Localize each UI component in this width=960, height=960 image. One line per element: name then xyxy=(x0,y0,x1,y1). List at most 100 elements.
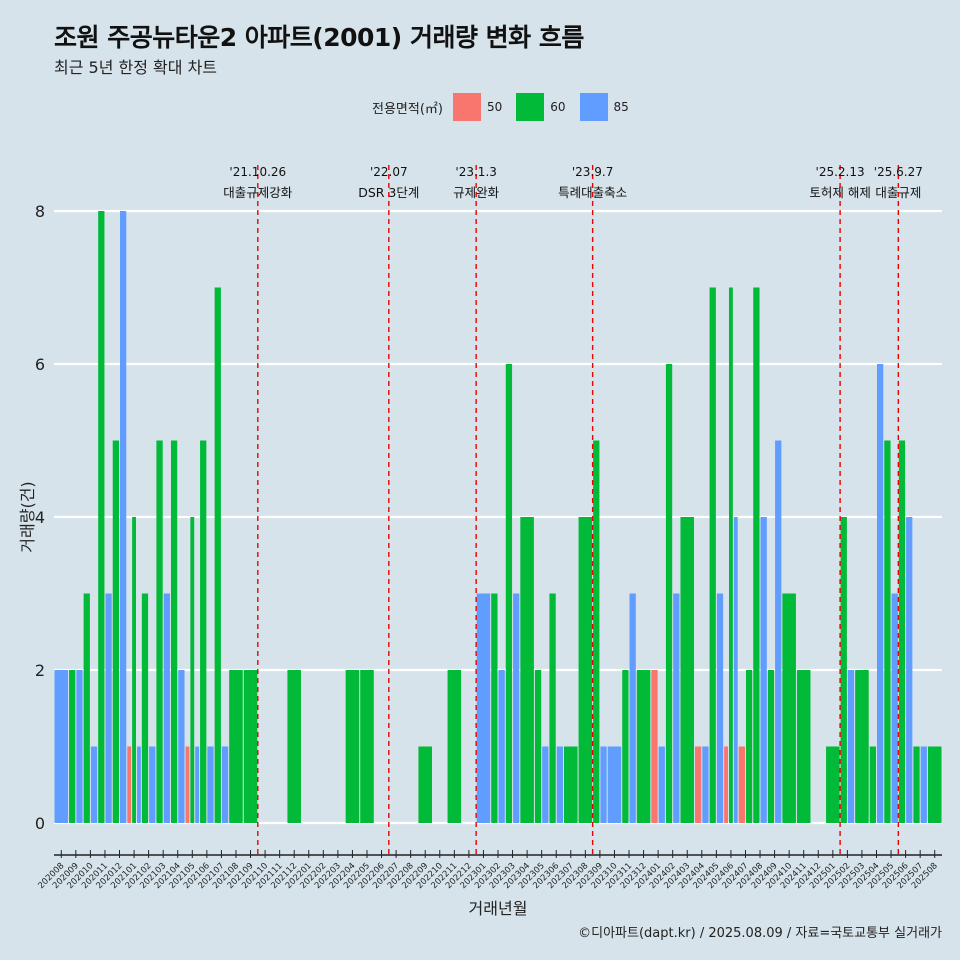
bar-60-202506 xyxy=(898,440,906,823)
bar-85-202309 xyxy=(600,746,607,823)
bar-60-202107 xyxy=(214,287,221,823)
legend-key-50 xyxy=(452,93,481,121)
event-label: 특례대출축소 xyxy=(558,185,627,200)
bar-60-202012 xyxy=(112,440,120,823)
bar-85-202101 xyxy=(136,746,141,823)
bar-85-202504 xyxy=(876,364,884,823)
bar-60-202501 xyxy=(826,746,840,823)
bar-85-202405 xyxy=(716,593,724,823)
bar-60-202408 xyxy=(753,287,760,823)
bar-60-202307 xyxy=(564,746,578,823)
bar-85-202306 xyxy=(556,746,564,823)
bar-60-202405 xyxy=(709,287,716,823)
bar-85-202502 xyxy=(847,670,855,823)
y-tick-label: 8 xyxy=(35,202,45,221)
event-label: 대출규제강화 xyxy=(223,185,293,200)
bar-85-202010 xyxy=(90,746,98,823)
bar-85-202012 xyxy=(120,211,127,823)
legend-title: 전용면적(㎡) xyxy=(372,101,443,117)
y-axis-label: 거래량(건) xyxy=(18,481,37,552)
event-label: DSR 3단계 xyxy=(358,185,419,200)
bar-60-202104 xyxy=(170,440,178,823)
y-tick-label: 2 xyxy=(35,661,45,680)
bar-60-202402 xyxy=(665,364,673,823)
bar-60-202010 xyxy=(83,593,90,823)
bar-60-202205 xyxy=(360,670,374,823)
bar-60-202409 xyxy=(767,670,775,823)
bar-60-202106 xyxy=(200,440,207,823)
legend-label-85: 85 xyxy=(613,100,629,114)
bar-50-202407 xyxy=(738,746,745,823)
y-tick-label: 4 xyxy=(35,508,45,527)
plot-area: 0246820200820200920201020201120201220210… xyxy=(35,165,942,891)
bar-60-202105 xyxy=(190,517,195,823)
bar-60-202309 xyxy=(593,440,600,823)
bar-85-202302 xyxy=(498,670,505,823)
y-tick-label: 0 xyxy=(35,814,45,833)
legend-label-60: 60 xyxy=(550,100,566,114)
bar-60-202411 xyxy=(796,670,811,823)
bar-60-202211 xyxy=(447,670,462,823)
bar-60-202410 xyxy=(782,593,796,823)
bar-85-202406 xyxy=(733,517,738,823)
bar-60-202009 xyxy=(69,670,76,823)
y-tick-label: 6 xyxy=(35,355,45,374)
bar-60-202108 xyxy=(229,670,243,823)
bar-85-202401 xyxy=(658,746,665,823)
bar-60-202407 xyxy=(745,670,753,823)
bar-50-202101 xyxy=(127,746,132,823)
bar-60-202302 xyxy=(491,593,498,823)
legend-label-50: 50 xyxy=(486,100,503,114)
bar-85-202009 xyxy=(76,670,83,823)
bar-85-202107 xyxy=(221,746,229,823)
bar-85-202106 xyxy=(207,746,214,823)
event-date-label: '25.6.27 xyxy=(874,165,923,179)
bar-85-202402 xyxy=(673,593,680,823)
bar-85-202310 xyxy=(607,746,622,823)
bar-60-202508 xyxy=(927,746,942,823)
bar-50-202404 xyxy=(695,746,702,823)
bar-60-202504 xyxy=(869,746,876,823)
bar-60-202101 xyxy=(132,517,136,823)
bar-85-202011 xyxy=(105,593,112,823)
bar-85-202409 xyxy=(775,440,782,823)
bar-85-202507 xyxy=(920,746,927,823)
bar-60-202102 xyxy=(141,593,149,823)
bar-60-202304 xyxy=(520,517,534,823)
bar-50-202401 xyxy=(651,670,658,823)
event-date-label: '23.9.7 xyxy=(572,165,613,179)
event-date-label: '25.2.13 xyxy=(816,165,865,179)
event-label: 대출규제 xyxy=(875,185,921,200)
legend: 전용면적(㎡) 50 60 85 xyxy=(372,92,643,122)
bar-60-202303 xyxy=(505,364,513,823)
event-date-label: '22.07 xyxy=(370,165,408,179)
x-axis-label: 거래년월 xyxy=(469,899,528,918)
bar-60-202406 xyxy=(728,287,733,823)
bar-60-202305 xyxy=(534,670,542,823)
bar-85-202311 xyxy=(629,593,636,823)
bar-60-202011 xyxy=(98,211,105,823)
bar-60-202209 xyxy=(418,746,432,823)
bar-60-202306 xyxy=(549,593,556,823)
bar-60-202311 xyxy=(622,670,629,823)
bar-50-202105 xyxy=(185,746,190,823)
bar-85-202506 xyxy=(906,517,913,823)
bar-85-202404 xyxy=(702,746,709,823)
bar-85-202305 xyxy=(542,746,549,823)
event-label: 토허제 해제 xyxy=(809,185,870,200)
bar-85-202103 xyxy=(163,593,170,823)
bar-60-202112 xyxy=(287,670,301,823)
bar-85-202008 xyxy=(54,670,69,823)
bar-85-202301 xyxy=(476,593,491,823)
bar-60-202503 xyxy=(855,670,869,823)
event-date-label: '21.10.26 xyxy=(229,165,286,179)
bar-85-202408 xyxy=(760,517,767,823)
bar-60-202204 xyxy=(345,670,360,823)
bar-60-202403 xyxy=(680,517,695,823)
bar-50-202406 xyxy=(724,746,728,823)
bar-60-202507 xyxy=(913,746,920,823)
event-label: 규제완화 xyxy=(453,185,500,200)
legend-key-60 xyxy=(516,93,545,121)
bar-60-202308 xyxy=(578,517,593,823)
